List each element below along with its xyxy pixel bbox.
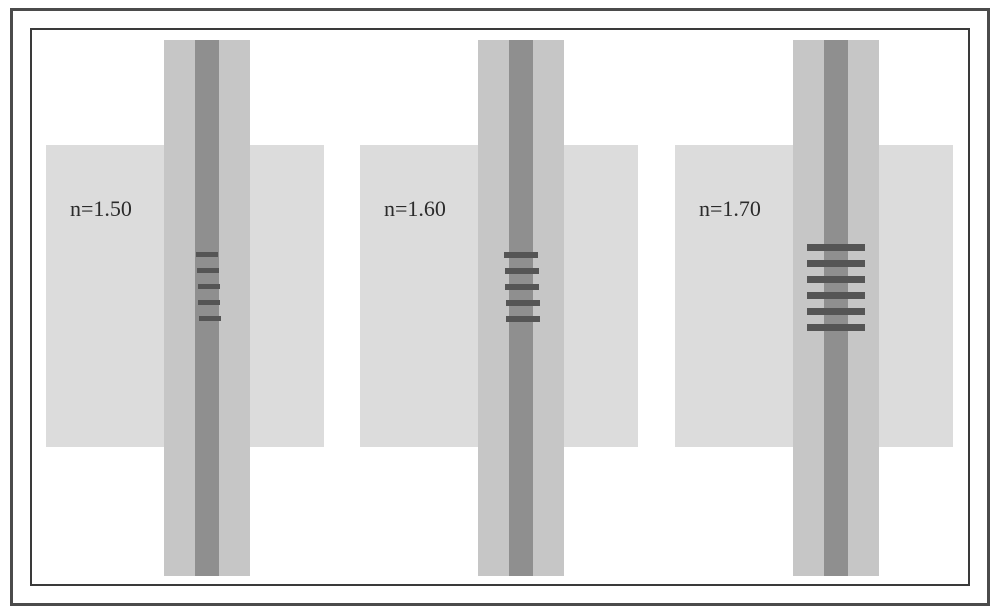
panel-3-grating-line [807, 276, 865, 283]
panel-1-grating-line [196, 252, 218, 257]
panel-1-label: n=1.50 [70, 196, 132, 222]
panel-3-label: n=1.70 [699, 196, 761, 222]
panel-1-grating-line [198, 284, 220, 289]
panel-2-grating-line [505, 284, 539, 290]
panel-2-core [509, 40, 533, 576]
panel-2-grating-line [504, 252, 538, 258]
panel-1-grating-line [197, 268, 219, 273]
panel-1-grating-line [198, 300, 220, 305]
panel-2-grating-line [505, 268, 539, 274]
panel-2-grating-line [506, 316, 540, 322]
panel-3-grating-line [807, 308, 865, 315]
panel-3-grating-line [807, 292, 865, 299]
panel-1-grating-line [199, 316, 221, 321]
panel-1-core [195, 40, 219, 576]
diagram-stage: n=1.50 n=1.60 n=1.70 [0, 0, 1000, 614]
panel-2-grating-line [506, 300, 540, 306]
panel-3-grating-line [807, 260, 865, 267]
panel-3-grating-line [807, 324, 865, 331]
panel-2-label: n=1.60 [384, 196, 446, 222]
panel-3-grating-line [807, 244, 865, 251]
